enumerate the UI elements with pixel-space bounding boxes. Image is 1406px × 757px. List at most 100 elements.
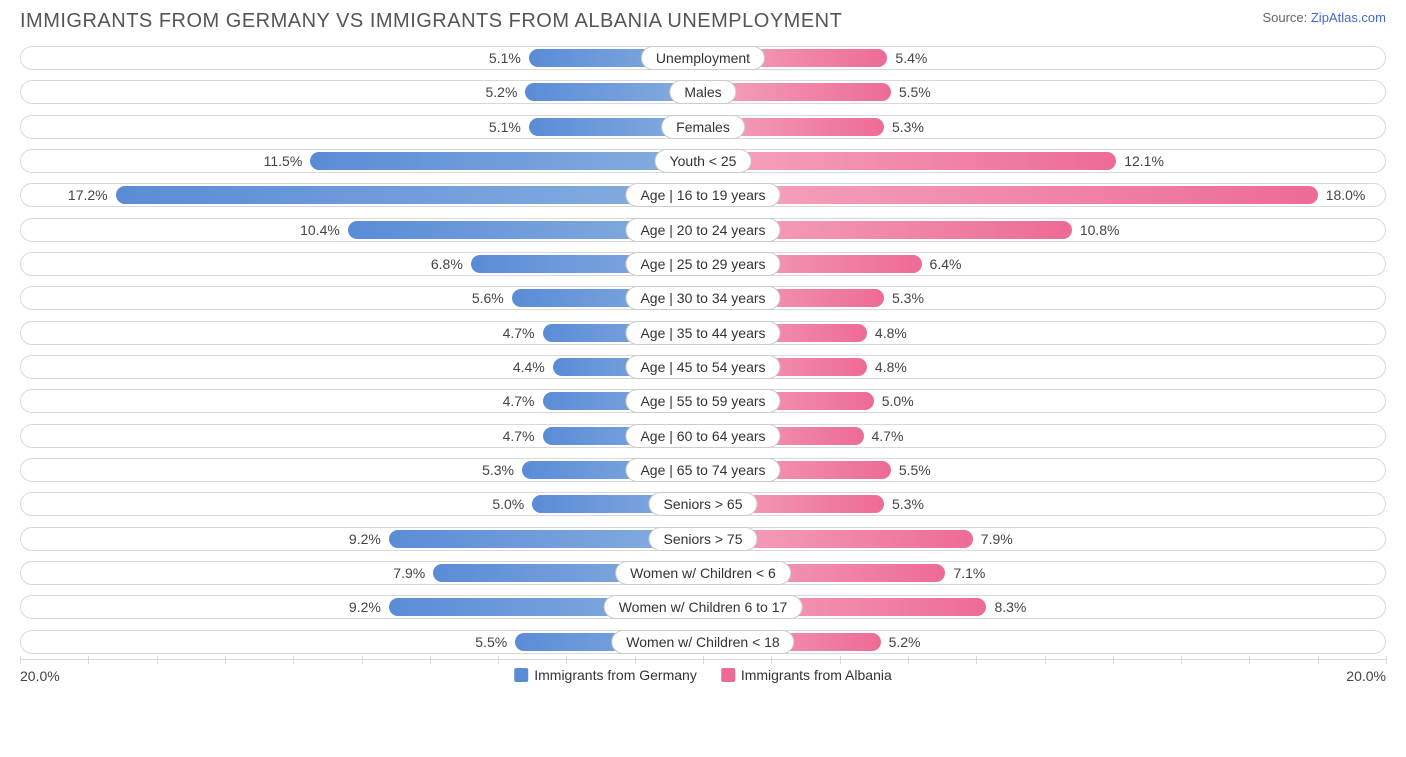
chart-row: 4.4% 4.8% Age | 45 to 54 years <box>20 350 1386 384</box>
category-label: Seniors > 65 <box>649 492 758 516</box>
axis-tick <box>362 656 363 664</box>
value-label-left: 4.7% <box>503 425 535 447</box>
value-label-left: 9.2% <box>349 596 381 618</box>
value-label-left: 5.1% <box>489 116 521 138</box>
axis-tick <box>703 656 704 664</box>
value-label-left: 4.4% <box>513 356 545 378</box>
value-label-right: 5.4% <box>895 47 927 69</box>
value-label-left: 17.2% <box>68 184 108 206</box>
category-label: Women w/ Children < 18 <box>611 630 794 654</box>
category-label: Seniors > 75 <box>649 527 758 551</box>
value-label-left: 4.7% <box>503 390 535 412</box>
chart-row: 5.6% 5.3% Age | 30 to 34 years <box>20 281 1386 315</box>
value-label-right: 5.2% <box>889 631 921 653</box>
category-label: Age | 65 to 74 years <box>625 458 780 482</box>
category-label: Women w/ Children < 6 <box>615 561 791 585</box>
axis-tick <box>1113 656 1114 664</box>
source-link[interactable]: ZipAtlas.com <box>1311 10 1386 25</box>
legend-swatch-left <box>514 668 528 682</box>
legend: Immigrants from Germany Immigrants from … <box>514 667 892 683</box>
category-label: Age | 35 to 44 years <box>625 321 780 345</box>
axis-tick <box>976 656 977 664</box>
axis-tick <box>1181 656 1182 664</box>
value-label-left: 5.6% <box>472 287 504 309</box>
value-label-left: 5.2% <box>486 81 518 103</box>
axis-tick <box>635 656 636 664</box>
chart-row: 7.9% 7.1% Women w/ Children < 6 <box>20 556 1386 590</box>
source-credit: Source: ZipAtlas.com <box>1262 10 1386 25</box>
value-label-left: 5.1% <box>489 47 521 69</box>
value-label-right: 5.5% <box>899 459 931 481</box>
value-label-right: 7.9% <box>981 528 1013 550</box>
axis-tick <box>430 656 431 664</box>
axis-tick <box>566 656 567 664</box>
value-label-right: 8.3% <box>994 596 1026 618</box>
category-label: Age | 30 to 34 years <box>625 286 780 310</box>
axis-tick <box>20 656 21 664</box>
value-label-left: 10.4% <box>300 219 340 241</box>
value-label-left: 5.0% <box>492 493 524 515</box>
value-label-right: 12.1% <box>1124 150 1164 172</box>
legend-label-left: Immigrants from Germany <box>534 667 697 683</box>
category-label: Youth < 25 <box>655 149 752 173</box>
axis-tick <box>498 656 499 664</box>
axis-tick <box>157 656 158 664</box>
category-label: Age | 20 to 24 years <box>625 218 780 242</box>
chart-row: 5.5% 5.2% Women w/ Children < 18 <box>20 625 1386 659</box>
chart-row: 6.8%6.4%Age | 25 to 29 years <box>20 247 1386 281</box>
value-label-right: 5.0% <box>882 390 914 412</box>
legend-label-right: Immigrants from Albania <box>741 667 892 683</box>
chart-row: 9.2%7.9%Seniors > 75 <box>20 522 1386 556</box>
axis-tick <box>771 656 772 664</box>
chart-title: IMMIGRANTS FROM GERMANY VS IMMIGRANTS FR… <box>20 10 842 33</box>
category-label: Women w/ Children 6 to 17 <box>604 595 803 619</box>
chart-row: 17.2%18.0%Age | 16 to 19 years <box>20 178 1386 212</box>
axis-tick <box>840 656 841 664</box>
axis-label-right: 20.0% <box>1346 668 1386 684</box>
value-label-right: 4.8% <box>875 322 907 344</box>
value-label-right: 5.3% <box>892 493 924 515</box>
chart-row: 5.0% 5.3% Seniors > 65 <box>20 487 1386 521</box>
x-axis: 20.0% 20.0% Immigrants from Germany Immi… <box>20 659 1386 689</box>
axis-tick <box>225 656 226 664</box>
bar-right <box>703 152 1116 170</box>
category-label: Females <box>661 115 745 139</box>
category-label: Age | 55 to 59 years <box>625 389 780 413</box>
bar-right <box>703 186 1318 204</box>
value-label-left: 4.7% <box>503 322 535 344</box>
source-prefix: Source: <box>1262 10 1310 25</box>
chart-row: 11.5% 12.1% Youth < 25 <box>20 144 1386 178</box>
legend-swatch-right <box>721 668 735 682</box>
value-label-right: 18.0% <box>1326 184 1366 206</box>
axis-tick <box>293 656 294 664</box>
value-label-right: 5.5% <box>899 81 931 103</box>
axis-label-left: 20.0% <box>20 668 60 684</box>
value-label-right: 7.1% <box>953 562 985 584</box>
category-label: Males <box>669 80 736 104</box>
chart-row: 4.7% 5.0% Age | 55 to 59 years <box>20 384 1386 418</box>
value-label-left: 5.5% <box>475 631 507 653</box>
legend-item-right: Immigrants from Albania <box>721 667 892 683</box>
chart-row: 10.4% 10.8% Age | 20 to 24 years <box>20 213 1386 247</box>
value-label-left: 7.9% <box>393 562 425 584</box>
chart-row: 4.7%4.7%Age | 60 to 64 years <box>20 419 1386 453</box>
value-label-right: 5.3% <box>892 287 924 309</box>
category-label: Age | 45 to 54 years <box>625 355 780 379</box>
chart-row: 5.1% 5.4% Unemployment <box>20 41 1386 75</box>
value-label-right: 4.8% <box>875 356 907 378</box>
chart-area: 5.1% 5.4% Unemployment 5.2% 5.5% Males 5.1% 5.3… <box>20 41 1386 689</box>
bar-left <box>310 152 703 170</box>
bars-container: 5.1% 5.4% Unemployment 5.2% 5.5% Males 5.1% 5.3… <box>20 41 1386 659</box>
category-label: Age | 60 to 64 years <box>625 424 780 448</box>
axis-tick <box>88 656 89 664</box>
value-label-left: 11.5% <box>264 150 303 172</box>
bar-left <box>116 186 703 204</box>
chart-row: 5.2% 5.5% Males <box>20 75 1386 109</box>
category-label: Unemployment <box>641 46 765 70</box>
legend-item-left: Immigrants from Germany <box>514 667 697 683</box>
value-label-right: 6.4% <box>930 253 962 275</box>
chart-row: 9.2% 8.3% Women w/ Children 6 to 17 <box>20 590 1386 624</box>
axis-tick <box>1249 656 1250 664</box>
value-label-right: 10.8% <box>1080 219 1120 241</box>
axis-tick <box>1386 656 1387 664</box>
